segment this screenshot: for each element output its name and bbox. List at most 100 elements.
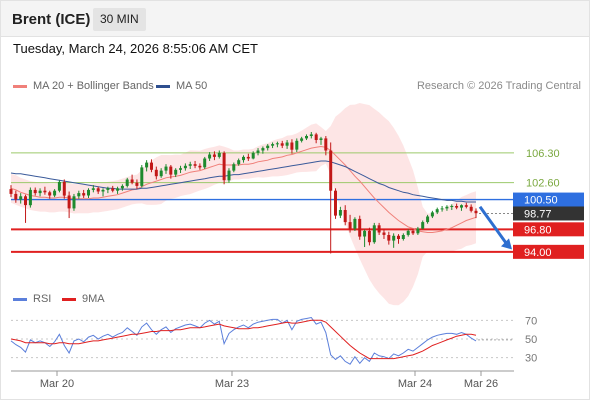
candle-body	[266, 145, 270, 149]
candle-body	[261, 148, 265, 151]
candle-body	[445, 206, 449, 209]
candle-body	[159, 170, 163, 177]
candle-body	[440, 208, 444, 210]
candle-body	[179, 168, 182, 170]
support-label-1: 96.80	[524, 224, 552, 236]
rsi-tick-label: 30	[525, 353, 537, 365]
candle-body	[474, 210, 478, 214]
candle-body	[130, 179, 134, 183]
candle-body	[469, 206, 473, 211]
candle-body	[14, 193, 18, 200]
candle-body	[101, 189, 105, 192]
candle-body	[67, 195, 71, 209]
support-label-2: 94.00	[524, 247, 552, 259]
current-price-label: 98.77	[524, 208, 552, 220]
candle-body	[116, 188, 120, 191]
candle-body	[271, 144, 275, 146]
candle-body	[48, 192, 52, 196]
candle-body	[290, 142, 294, 150]
ma20-line	[10, 145, 477, 233]
candle-body	[38, 190, 42, 194]
ma9-swatch	[62, 297, 76, 301]
candle-body	[135, 182, 139, 186]
support-label-2-box	[513, 244, 584, 259]
candle-body	[222, 152, 226, 181]
rsi-tick-label: 70	[525, 315, 537, 327]
candle-body	[353, 218, 357, 229]
candle-body	[455, 206, 459, 208]
rsi-line	[10, 316, 477, 365]
candle-body	[411, 230, 415, 234]
candle-body	[372, 225, 376, 243]
candle-body	[140, 167, 144, 186]
pivot-label: 100.50	[524, 195, 558, 207]
candle-body	[363, 230, 367, 237]
bollinger-band	[11, 103, 476, 306]
candle-body	[125, 179, 129, 186]
candle-body	[464, 205, 468, 207]
candle-body	[154, 169, 158, 177]
candle-body	[338, 210, 342, 216]
candle-body	[174, 169, 178, 175]
candle-body	[169, 166, 173, 175]
candle-body	[53, 190, 57, 196]
candle-body	[275, 143, 279, 145]
candle-body	[460, 205, 463, 208]
candle-body	[164, 166, 168, 171]
candle-body	[72, 196, 76, 209]
candle-body	[421, 222, 425, 229]
candle-body	[227, 170, 231, 181]
ma20-swatch	[13, 84, 27, 88]
candle-body	[96, 188, 100, 192]
candle-body	[305, 136, 308, 139]
candle-body	[43, 190, 47, 193]
candle-body	[256, 150, 260, 153]
credit-text: Research © 2026 Trading Central	[416, 80, 581, 92]
instrument-title: Brent (ICE)	[12, 11, 91, 28]
candle-body	[246, 156, 250, 159]
candle-body	[334, 190, 337, 216]
legend-ma20: MA 20 + Bollinger Bands	[13, 80, 154, 92]
x-axis-label: Mar 23	[215, 378, 249, 390]
current-price-label-box	[513, 206, 584, 221]
candle-body	[150, 162, 153, 170]
candle-body	[91, 188, 95, 190]
x-axis-label: Mar 26	[464, 378, 498, 390]
candle-body	[237, 160, 241, 165]
legend-9ma-label: 9MA	[82, 293, 105, 305]
x-axis-label: Mar 20	[40, 378, 74, 390]
candle-body	[343, 210, 347, 223]
legend-ma20-label: MA 20 + Bollinger Bands	[33, 80, 154, 92]
legend-ma50-label: MA 50	[176, 80, 208, 92]
candle-body	[208, 154, 212, 159]
forecast-arrow-head	[501, 238, 512, 250]
candle-body	[319, 138, 323, 140]
candle-body	[77, 193, 81, 197]
candle-body	[435, 209, 439, 213]
interval-selector[interactable]: 30 MIN	[93, 8, 146, 31]
candle-body	[242, 156, 245, 161]
candle-body	[406, 230, 410, 235]
candle-body	[251, 152, 255, 159]
candle-body	[106, 188, 110, 190]
legend-ma50: MA 50	[156, 80, 207, 92]
candle-body	[212, 154, 216, 157]
ma50-swatch	[156, 84, 170, 88]
forecast-arrow-shaft	[478, 205, 509, 246]
candle-body	[280, 143, 284, 146]
candle-body	[348, 222, 352, 229]
candle-body	[203, 158, 207, 168]
candle-body	[28, 189, 32, 206]
candle-body	[145, 162, 149, 168]
candle-body	[367, 230, 371, 243]
pivot-label-box	[513, 192, 584, 207]
candle-body	[120, 185, 124, 189]
legend-rsi: RSI	[13, 293, 51, 305]
candle-body	[392, 235, 396, 241]
candle-body	[82, 193, 86, 196]
candle-body	[377, 225, 381, 233]
candle-body	[300, 138, 304, 141]
candle-body	[285, 142, 289, 146]
resistance-label-1: 106.30	[526, 148, 560, 160]
